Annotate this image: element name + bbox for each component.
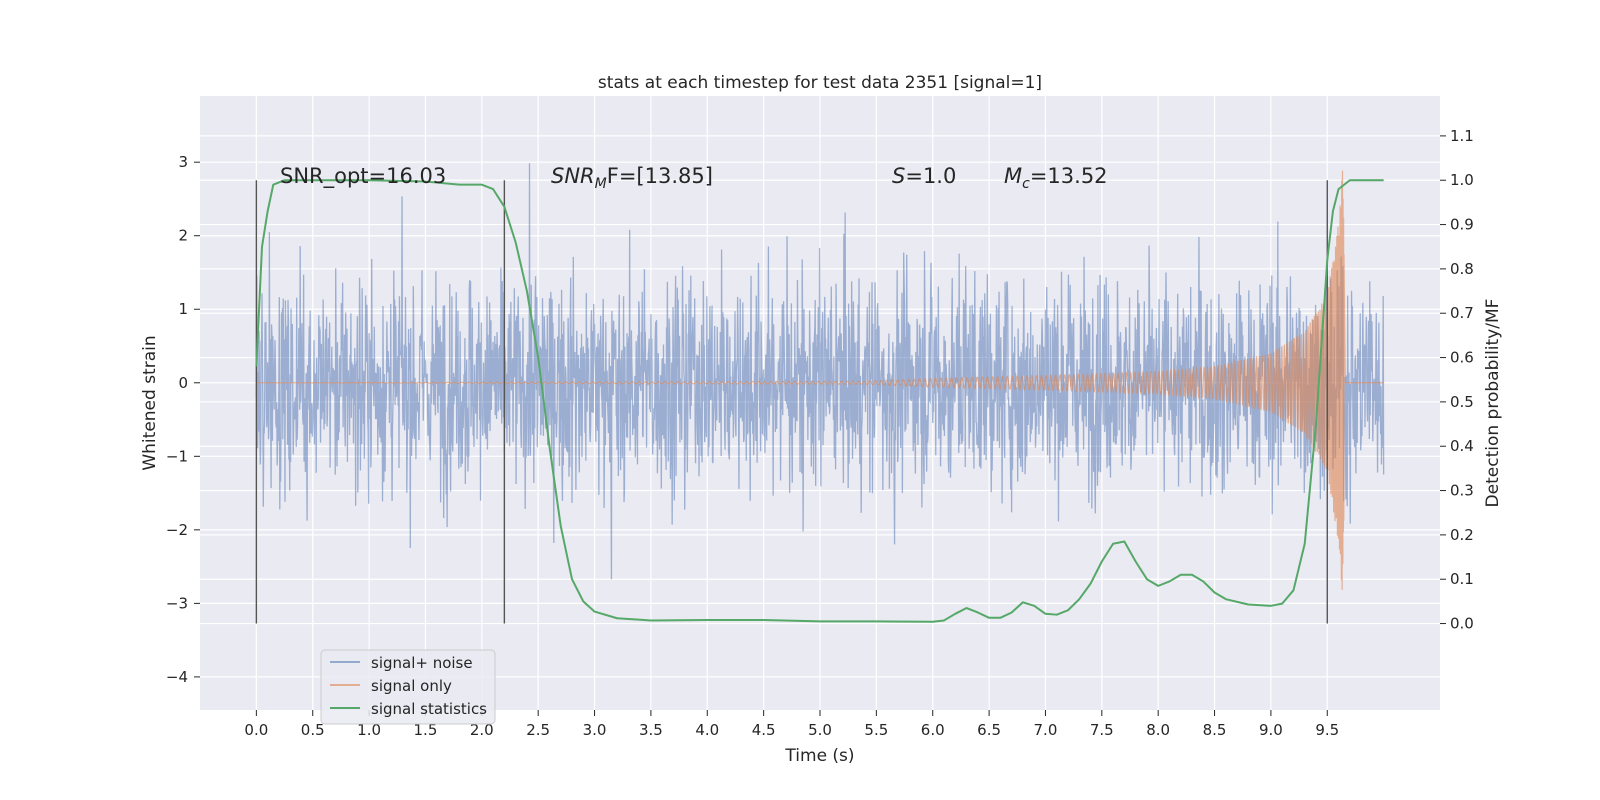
x-tick-label: 1.0 (357, 721, 381, 739)
chart-title: stats at each timestep for test data 235… (598, 73, 1042, 93)
x-tick-label: 4.5 (752, 721, 776, 739)
x-tick-label: 8.5 (1203, 721, 1227, 739)
annotation-mc-value: =13.52 (1030, 164, 1108, 188)
annotation-mc-subscript: c (1022, 176, 1030, 192)
annotation-snr-mf-subscript: M (595, 176, 607, 192)
left-y-tick-label: 0 (178, 374, 188, 392)
signal-noise-series (255, 163, 1385, 580)
x-tick-label: 0.5 (301, 721, 325, 739)
legend: signal+ noise signal only signal statist… (320, 649, 496, 725)
right-y-tick-label: 0.6 (1450, 349, 1474, 367)
left-y-tick-label: −4 (166, 668, 188, 686)
annotation-s: S=1.0 (892, 164, 956, 188)
x-tick-label: 3.5 (639, 721, 663, 739)
right-y-tick-label: 1.0 (1450, 171, 1474, 189)
signal-statistics-line (255, 179, 1384, 623)
x-tick-label: 6.5 (977, 721, 1001, 739)
annotation-snr-mf-value: F=[13.85] (607, 164, 713, 188)
left-y-tick-label: −1 (166, 447, 188, 465)
left-y-axis-ticks: 3 2 1 0 −1 −2 −3 −4 (166, 153, 200, 686)
signal-noise-line (255, 163, 1385, 580)
annotation-s-label: S (892, 164, 905, 188)
left-y-tick-label: −2 (166, 521, 188, 539)
annotation-snr-mf-label: SNR (551, 164, 595, 188)
x-tick-label: 8.0 (1146, 721, 1170, 739)
right-y-axis-label: Detection probability/MF (1483, 299, 1503, 508)
annotation-mc-label: M (1004, 164, 1022, 188)
x-axis-label: Time (s) (784, 746, 854, 766)
x-tick-label: 3.0 (583, 721, 607, 739)
signal-only-series (256, 170, 1384, 590)
annotation-snr-mf: SNRMF=[13.85] (551, 164, 713, 192)
left-y-tick-label: 1 (178, 300, 188, 318)
right-y-tick-label: 0.0 (1450, 615, 1474, 633)
x-tick-label: 7.5 (1090, 721, 1114, 739)
legend-label-signal-statistics: signal statistics (371, 700, 487, 718)
x-tick-label: 2.5 (526, 721, 550, 739)
left-y-axis-label: Whitened strain (140, 335, 160, 470)
right-y-tick-label: 0.3 (1450, 482, 1474, 500)
right-y-tick-label: 0.9 (1450, 216, 1474, 234)
right-y-tick-label: 0.8 (1450, 260, 1474, 278)
x-axis-ticks: 0.0 0.5 1.0 1.5 2.0 2.5 3.0 3.5 4.0 4.5 5.0 5.5 6.0 6… (244, 710, 1339, 739)
x-tick-label: 1.5 (414, 721, 438, 739)
x-tick-label: 6.0 (921, 721, 945, 739)
signal-statistics-series (255, 179, 1384, 623)
x-tick-label: 4.0 (695, 721, 719, 739)
annotation-mc: Mc=13.52 (1004, 164, 1108, 192)
left-y-tick-label: −3 (166, 594, 188, 612)
right-y-axis-ticks: 1.1 1.0 0.9 0.8 0.7 0.6 0.5 0.4 0.3 0.2 0.1 0.0 (1440, 127, 1474, 633)
right-y-tick-label: 0.4 (1450, 437, 1474, 455)
signal-only-line (256, 170, 1384, 590)
right-y-tick-label: 0.7 (1450, 304, 1474, 322)
x-tick-label: 7.0 (1034, 721, 1058, 739)
x-tick-label: 5.5 (864, 721, 888, 739)
right-y-tick-label: 0.5 (1450, 393, 1474, 411)
annotation-s-value: =1.0 (905, 164, 956, 188)
left-y-tick-label: 2 (178, 227, 188, 245)
right-y-tick-label: 0.2 (1450, 526, 1474, 544)
legend-label-signal-noise: signal+ noise (371, 654, 473, 672)
annotation-snr-opt: SNR_opt=16.03 (280, 164, 446, 189)
x-tick-label: 9.5 (1315, 721, 1339, 739)
legend-box (320, 649, 496, 725)
x-tick-label: 9.0 (1259, 721, 1283, 739)
right-y-tick-label: 0.1 (1450, 570, 1474, 588)
left-y-tick-label: 3 (178, 153, 188, 171)
legend-label-signal-only: signal only (371, 677, 452, 695)
x-tick-label: 0.0 (244, 721, 268, 739)
x-tick-label: 2.0 (470, 721, 494, 739)
x-tick-label: 5.0 (808, 721, 832, 739)
grid (200, 96, 1440, 710)
right-y-tick-label: 1.1 (1450, 127, 1474, 145)
